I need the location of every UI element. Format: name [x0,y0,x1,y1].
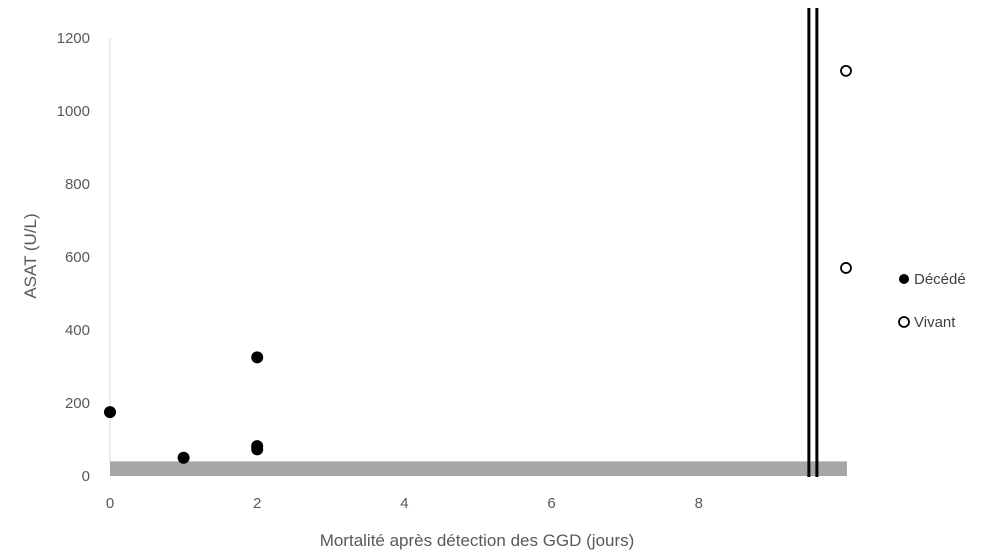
reference-band [110,461,847,476]
x-tick-label: 4 [400,495,408,512]
y-axis-title: ASAT (U/L) [21,213,40,298]
y-tick-label: 800 [65,176,90,193]
legend-label-decede: Décédé [914,271,966,288]
y-tick-label: 0 [82,468,90,485]
y-tick-label: 1200 [57,30,90,47]
x-tick-label: 6 [547,495,555,512]
y-tick-label: 400 [65,322,90,339]
legend-marker-decede [899,274,909,284]
y-axis-ticks: 0 200 400 600 800 1000 1200 [57,30,90,485]
x-tick-label: 8 [695,495,703,512]
plot-area [104,8,852,477]
x-tick-label: 0 [106,495,114,512]
data-point-vivant [840,262,852,274]
data-point-vivant [840,64,852,77]
legend-label-vivant: Vivant [914,314,956,331]
y-tick-label: 1000 [57,103,90,120]
x-tick-label: 2 [253,495,261,512]
y-tick-label: 200 [65,395,90,412]
data-point-decede [251,351,264,364]
x-axis-title: Mortalité après détection des GGD (jours… [320,531,635,550]
legend-marker-vivant [898,316,910,328]
data-point-decede [104,406,116,419]
data-point-decede [251,443,264,456]
legend: Décédé Vivant [898,271,966,331]
y-tick-label: 600 [65,249,90,266]
x-axis-ticks: 0 2 4 6 8 [106,495,703,512]
data-point-decede [177,451,190,464]
